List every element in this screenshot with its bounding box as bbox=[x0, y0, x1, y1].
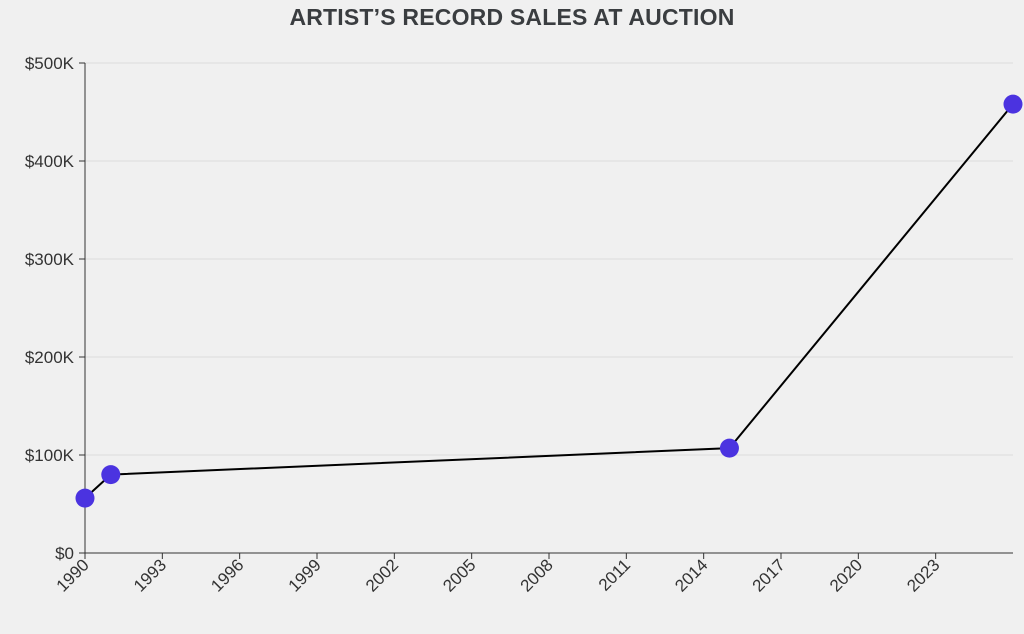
data-point bbox=[101, 465, 121, 485]
x-tick-label: 2023 bbox=[903, 555, 943, 595]
x-tick-label: 2020 bbox=[826, 555, 866, 595]
data-point bbox=[1003, 94, 1023, 114]
y-tick-label: $300K bbox=[25, 250, 75, 269]
data-point bbox=[75, 488, 95, 508]
data-point bbox=[719, 438, 739, 458]
x-tick-label: 1993 bbox=[130, 555, 170, 595]
x-tick-label: 2005 bbox=[439, 555, 479, 595]
y-tick-label: $200K bbox=[25, 348, 75, 367]
chart-title: ARTIST’S RECORD SALES AT AUCTION bbox=[289, 4, 735, 30]
x-tick-label: 1999 bbox=[285, 555, 325, 595]
x-tick-label: 1996 bbox=[207, 555, 247, 595]
y-tick-label: $400K bbox=[25, 152, 75, 171]
series-line bbox=[84, 103, 1014, 499]
x-tick-label: 2014 bbox=[671, 555, 711, 595]
x-tick-label: 2002 bbox=[362, 555, 402, 595]
x-tick-label: 2011 bbox=[595, 555, 634, 594]
x-tick-label: 2008 bbox=[517, 555, 557, 595]
y-tick-label: $500K bbox=[25, 54, 75, 73]
y-tick-label: $0 bbox=[55, 544, 74, 563]
x-tick-label: 2017 bbox=[749, 555, 789, 595]
y-tick-label: $100K bbox=[25, 446, 75, 465]
